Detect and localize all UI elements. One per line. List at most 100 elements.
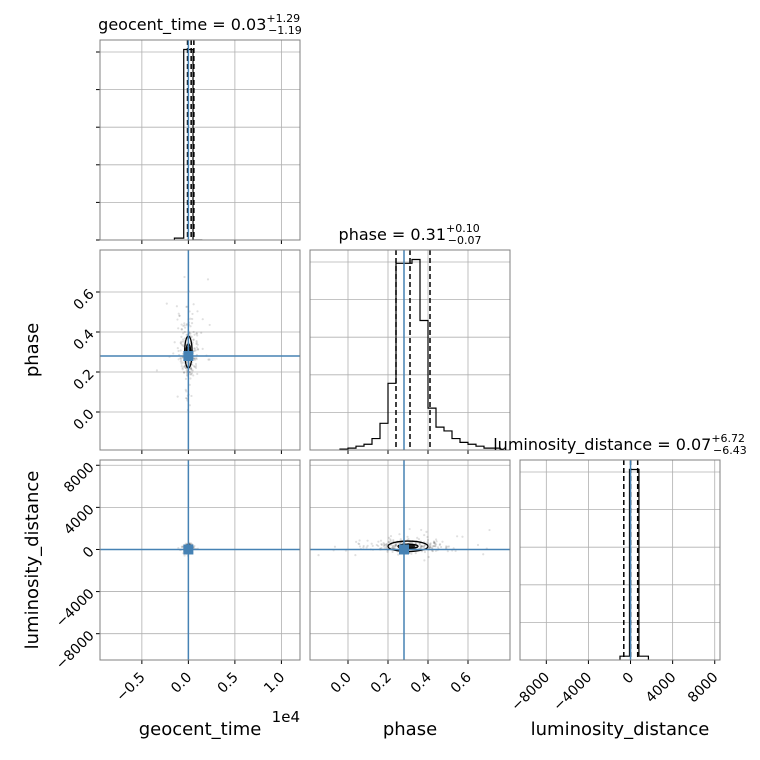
sample-point <box>183 365 186 368</box>
sample-point <box>188 383 191 386</box>
sample-point <box>183 275 186 279</box>
sample-point <box>208 323 211 327</box>
sample-point <box>362 544 365 548</box>
sample-point <box>179 356 182 360</box>
sample-point <box>410 552 413 555</box>
sample-point <box>380 546 383 550</box>
sample-point <box>183 330 186 334</box>
sample-point <box>433 544 436 548</box>
sample-point <box>194 364 198 368</box>
sample-point <box>196 334 199 337</box>
x-tick-label: 0 <box>620 670 638 688</box>
x-tick-label: 0.6 <box>448 669 475 696</box>
sample-point <box>180 359 183 362</box>
sample-point <box>208 358 211 361</box>
sample-point <box>371 544 374 547</box>
sample-point <box>193 333 196 336</box>
sample-point <box>428 544 431 547</box>
plot-area <box>310 250 510 450</box>
x-tick-label: 0.4 <box>408 669 435 696</box>
sample-point <box>383 547 386 550</box>
sample-point <box>194 366 198 370</box>
sample-point <box>380 543 383 546</box>
histogram-steps <box>619 468 650 660</box>
sample-point <box>446 545 449 548</box>
title-prefix: luminosity_distance = <box>493 435 675 455</box>
sample-point <box>358 545 362 548</box>
sample-point <box>189 332 192 335</box>
sample-point <box>181 368 184 371</box>
sample-point <box>417 538 421 541</box>
sample-point <box>179 341 182 344</box>
sample-point <box>391 546 394 549</box>
sample-point <box>394 543 397 546</box>
sample-point <box>387 536 391 539</box>
sample-point <box>429 543 432 546</box>
sample-point <box>391 550 394 554</box>
panel-background <box>310 460 510 660</box>
sample-point <box>191 341 194 344</box>
sample-point <box>393 545 397 548</box>
x-tick-label: −0.5 <box>113 670 148 705</box>
sample-point <box>423 559 426 562</box>
sample-point <box>194 357 197 360</box>
y-tick-label: 8000 <box>61 460 98 497</box>
sample-point <box>445 545 448 548</box>
plot-area <box>520 460 720 660</box>
sample-point <box>391 544 394 547</box>
panel-frame <box>99 459 301 661</box>
sample-point <box>366 544 369 547</box>
sample-point <box>207 358 210 361</box>
sample-point <box>429 545 432 549</box>
sample-point <box>189 367 193 370</box>
sample-point <box>389 539 392 542</box>
sample-point <box>385 543 388 546</box>
sample-point <box>438 543 441 547</box>
sample-point <box>385 543 388 546</box>
sample-point <box>395 542 398 546</box>
sample-point <box>190 335 193 338</box>
sample-point <box>182 371 186 374</box>
sample-point <box>193 349 196 353</box>
sample-point <box>428 546 431 549</box>
sample-point <box>185 373 189 376</box>
sample-point <box>385 546 388 549</box>
sample-point <box>423 546 426 549</box>
sample-point <box>189 373 192 376</box>
sample-point <box>380 543 383 546</box>
sample-point <box>183 326 187 329</box>
sample-point <box>180 362 183 365</box>
sample-point <box>180 340 183 343</box>
sample-point <box>432 541 436 544</box>
sample-point <box>421 545 424 548</box>
panel-background <box>100 460 300 660</box>
sample-point <box>432 545 435 548</box>
x-axis-label: geocent_time <box>139 719 262 740</box>
sample-point <box>418 543 421 546</box>
sample-point <box>383 543 386 547</box>
x-tick-label: 0.2 <box>368 670 395 697</box>
sample-point <box>193 347 196 350</box>
x-tick-label: 0.5 <box>215 670 242 697</box>
sample-point <box>358 542 361 546</box>
sample-point <box>176 318 179 321</box>
sample-point <box>434 545 437 548</box>
sample-point <box>193 347 196 350</box>
sample-point <box>407 537 410 541</box>
sample-point <box>389 535 393 538</box>
panel-frame <box>309 459 511 661</box>
sample-point <box>426 538 430 542</box>
sample-point <box>175 305 178 308</box>
sample-point <box>155 369 159 372</box>
sample-point <box>190 369 193 372</box>
sample-point <box>172 352 175 355</box>
x-axis-label: phase <box>383 719 437 740</box>
sample-point <box>428 546 431 549</box>
sample-point <box>188 371 191 374</box>
sample-point <box>165 302 168 305</box>
sample-point <box>188 404 191 407</box>
sample-point <box>185 369 188 372</box>
panel-title: geocent_time = 0.03+1.29 −1.19 <box>98 12 302 37</box>
sample-point <box>190 322 194 325</box>
